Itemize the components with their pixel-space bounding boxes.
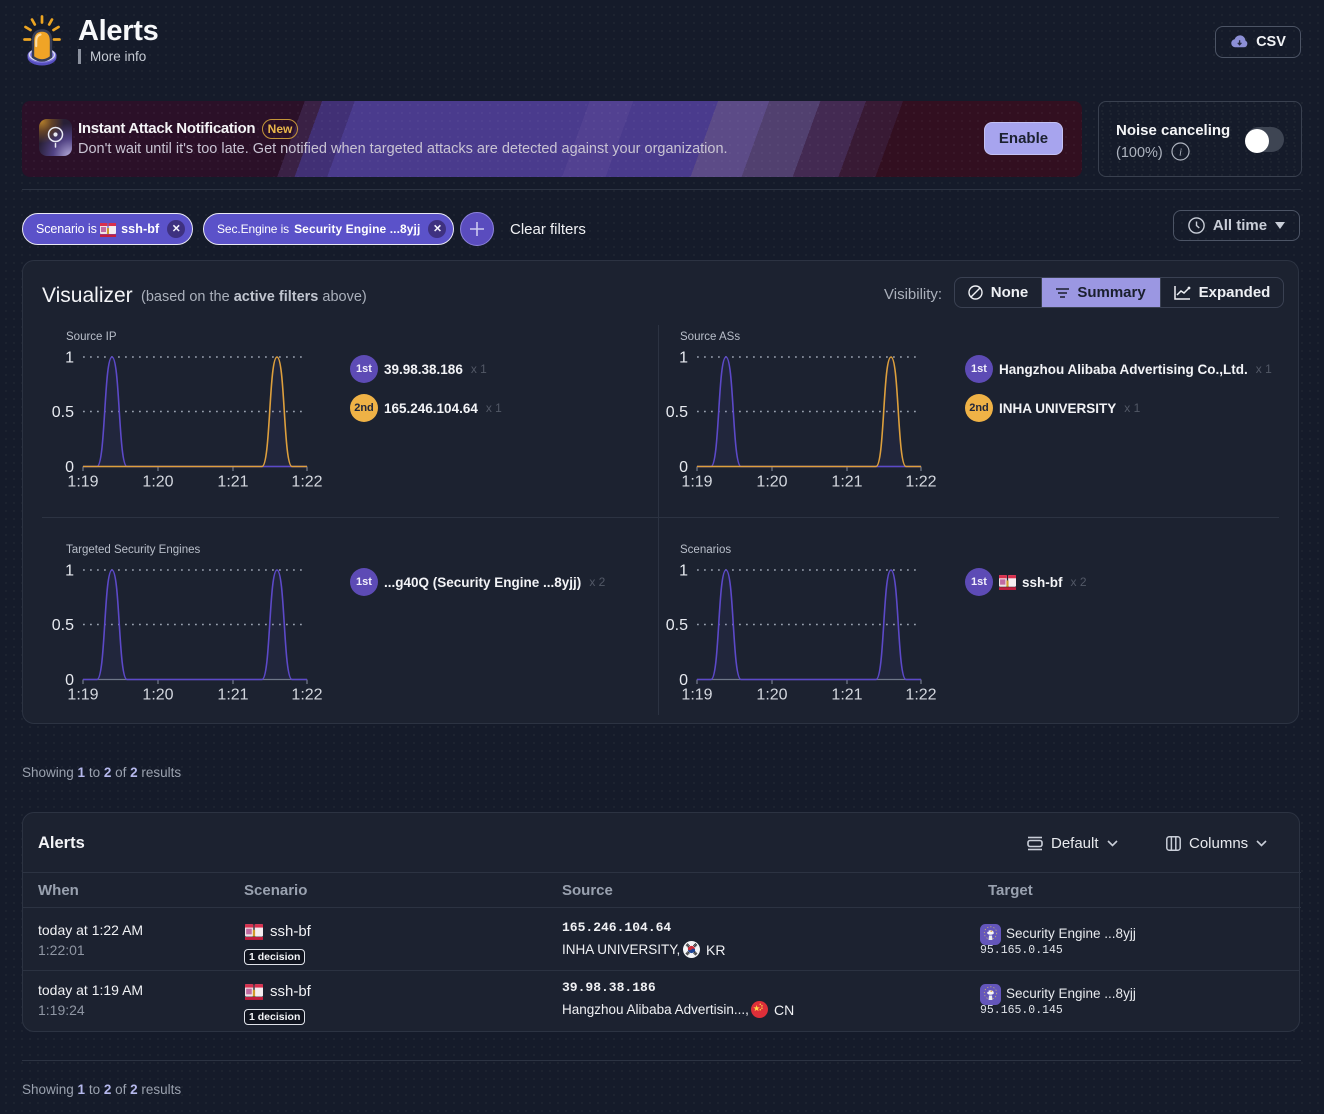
svg-text:Source ASs: Source ASs: [680, 331, 740, 343]
svg-text:0: 0: [679, 459, 688, 476]
svg-text:1:22: 1:22: [291, 474, 322, 491]
svg-text:0: 0: [65, 459, 74, 476]
svg-text:1:22: 1:22: [905, 687, 936, 704]
svg-text:1:20: 1:20: [756, 687, 787, 704]
svg-text:1:19: 1:19: [67, 687, 98, 704]
svg-text:1:19: 1:19: [681, 474, 712, 491]
svg-text:0.5: 0.5: [52, 404, 74, 421]
svg-text:1:19: 1:19: [681, 687, 712, 704]
svg-text:0.5: 0.5: [666, 404, 688, 421]
svg-text:1: 1: [65, 563, 74, 580]
svg-text:1:21: 1:21: [217, 687, 248, 704]
svg-text:1:22: 1:22: [905, 474, 936, 491]
svg-text:Targeted Security Engines: Targeted Security Engines: [66, 544, 200, 556]
svg-text:1:22: 1:22: [291, 687, 322, 704]
svg-text:1:20: 1:20: [142, 474, 173, 491]
svg-text:1:20: 1:20: [142, 687, 173, 704]
svg-text:1:21: 1:21: [831, 687, 862, 704]
svg-text:Scenarios: Scenarios: [680, 544, 731, 556]
svg-text:1: 1: [679, 350, 688, 367]
svg-text:0: 0: [679, 672, 688, 689]
svg-text:1:21: 1:21: [831, 474, 862, 491]
svg-text:1:20: 1:20: [756, 474, 787, 491]
svg-text:0.5: 0.5: [52, 617, 74, 634]
svg-text:0: 0: [65, 672, 74, 689]
svg-text:1: 1: [679, 563, 688, 580]
svg-text:1:21: 1:21: [217, 474, 248, 491]
svg-text:1: 1: [65, 350, 74, 367]
svg-text:1:19: 1:19: [67, 474, 98, 491]
svg-text:0.5: 0.5: [666, 617, 688, 634]
svg-text:Source IP: Source IP: [66, 331, 117, 343]
svg-text:i: i: [1179, 147, 1182, 159]
